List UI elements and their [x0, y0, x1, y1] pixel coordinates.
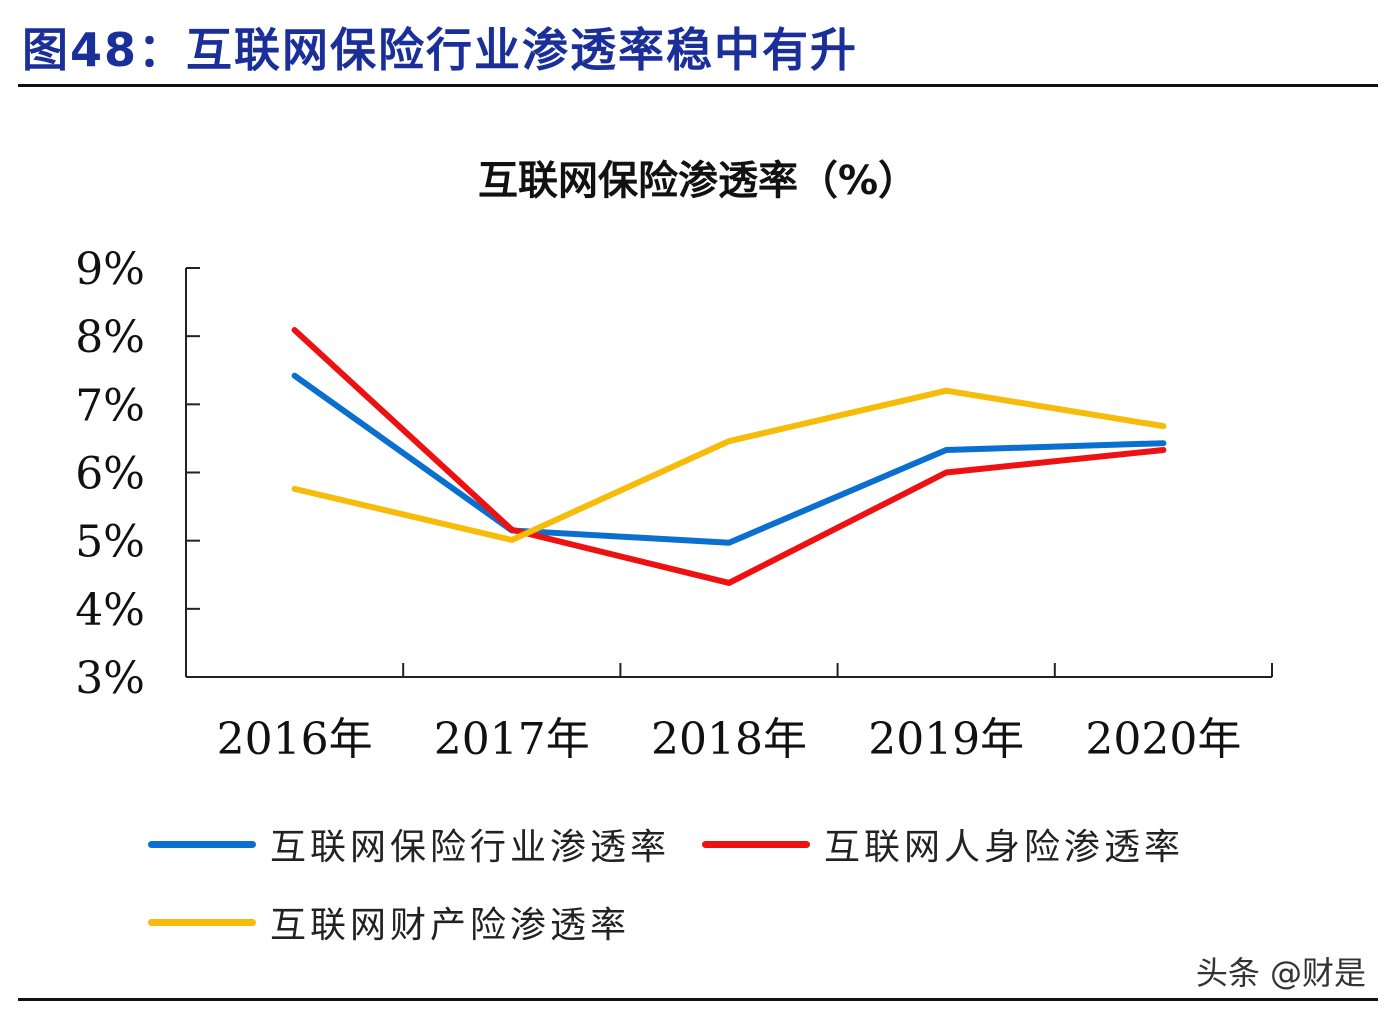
figure-title: 图48：互联网保险行业渗透率稳中有升 [22, 23, 859, 77]
legend-swatch [148, 918, 256, 926]
x-tick-label: 2019年 [868, 714, 1024, 765]
legend-label: 互联网保险行业渗透率 [270, 827, 671, 868]
legend-label: 互联网人身险渗透率 [824, 827, 1185, 868]
x-tick-label: 2017年 [434, 714, 590, 765]
y-tick-label: 9% [75, 244, 145, 295]
y-tick-label: 8% [75, 312, 145, 363]
top-rule [18, 84, 1378, 87]
y-tick-label: 3% [75, 653, 145, 704]
watermark: 头条 @财是 [1195, 954, 1366, 992]
legend-item-0: 互联网保险行业渗透率 [148, 818, 670, 870]
x-tick-label: 2020年 [1085, 714, 1241, 765]
legend-item-1: 互联网人身险渗透率 [702, 818, 1184, 870]
y-tick-label: 7% [75, 380, 145, 431]
x-tick-label: 2016年 [217, 714, 373, 765]
y-tick-label: 6% [75, 449, 145, 500]
legend-label: 互联网财产险渗透率 [270, 905, 631, 946]
legend-swatch [148, 840, 256, 848]
x-tick-label: 2018年 [651, 714, 807, 765]
bottom-rule [18, 998, 1378, 1001]
legend-swatch [702, 840, 810, 848]
y-tick-label: 5% [75, 517, 145, 568]
legend-item-2: 互联网财产险渗透率 [148, 896, 630, 948]
chart-title: 互联网保险渗透率（%） [477, 158, 919, 204]
y-tick-label: 4% [75, 585, 145, 636]
